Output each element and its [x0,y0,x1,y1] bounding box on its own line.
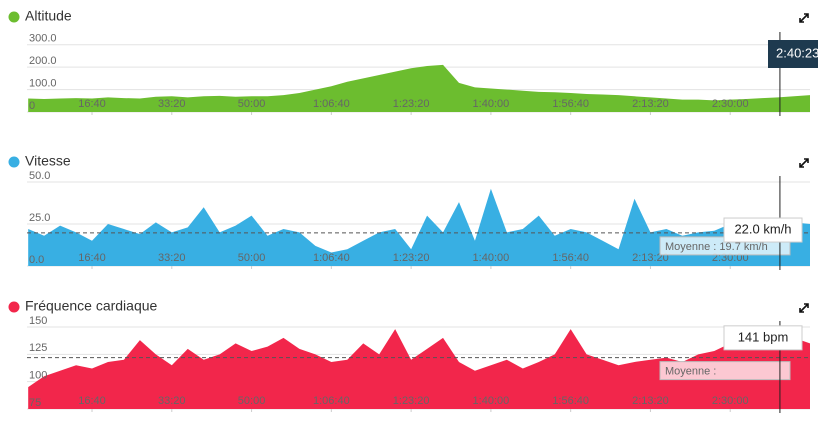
x-tick-label: 50:00 [238,252,266,264]
y-tick-label: 0.0 [29,254,44,266]
x-tick-label: 50:00 [238,98,266,110]
cursor-label: 2:40:23 [776,45,818,60]
tooltip-box [723,217,803,243]
tooltip-label: 22.0 km/h [734,221,791,236]
x-tick-label: 1:23:20 [393,395,430,407]
tooltip-label: 141 bpm [738,329,789,344]
chart-title: Fréquence cardiaque [25,298,158,314]
y-tick-label: 100 [29,370,47,382]
x-tick-label: 2:13:20 [632,98,669,110]
y-tick-label: 100.0 [29,77,57,89]
x-tick-label: 1:56:40 [552,252,589,264]
x-tick-label: 33:20 [158,98,186,110]
x-tick-label: 2:30:00 [712,395,749,407]
x-tick-label: 1:40:00 [473,98,510,110]
x-tick-label: 2:30:00 [712,98,749,110]
y-tick-label: 25.0 [29,212,50,224]
area [28,188,810,266]
average-box [659,361,791,381]
x-tick-label: 1:56:40 [552,98,589,110]
x-tick-label: 33:20 [158,395,186,407]
legend-dot [8,301,20,313]
chart-title: Altitude [25,8,72,24]
area [28,64,810,112]
x-tick-label: 1:06:40 [313,395,350,407]
y-tick-label: 150 [29,315,47,327]
y-tick-label: 125 [29,342,47,354]
chart-title: Vitesse [25,153,71,169]
y-tick-label: 50.0 [29,170,50,182]
area [28,329,810,409]
legend-dot [8,11,20,23]
x-tick-label: 50:00 [238,395,266,407]
x-tick-label: 16:40 [78,252,106,264]
x-tick-label: 1:06:40 [313,252,350,264]
y-tick-label: 0 [29,100,35,112]
x-tick-label: 2:13:20 [632,395,669,407]
x-tick-label: 1:23:20 [393,252,430,264]
x-tick-label: 16:40 [78,395,106,407]
average-label: Moyenne : 19.7 km/h [665,241,768,253]
x-tick-label: 1:40:00 [473,395,510,407]
x-tick-label: 16:40 [78,98,106,110]
y-tick-label: 300.0 [29,33,57,45]
x-tick-label: 33:20 [158,252,186,264]
x-tick-label: 1:06:40 [313,98,350,110]
x-tick-label: 1:40:00 [473,252,510,264]
x-tick-label: 1:56:40 [552,395,589,407]
x-tick-label: 1:23:20 [393,98,430,110]
tooltip-box [723,325,803,351]
expand-icon[interactable] [799,13,809,313]
legend-dot [8,156,20,168]
cursor-box [768,40,818,68]
y-tick-label: 75 [29,397,41,409]
y-tick-label: 200.0 [29,55,57,67]
average-label: Moyenne : [665,366,716,378]
